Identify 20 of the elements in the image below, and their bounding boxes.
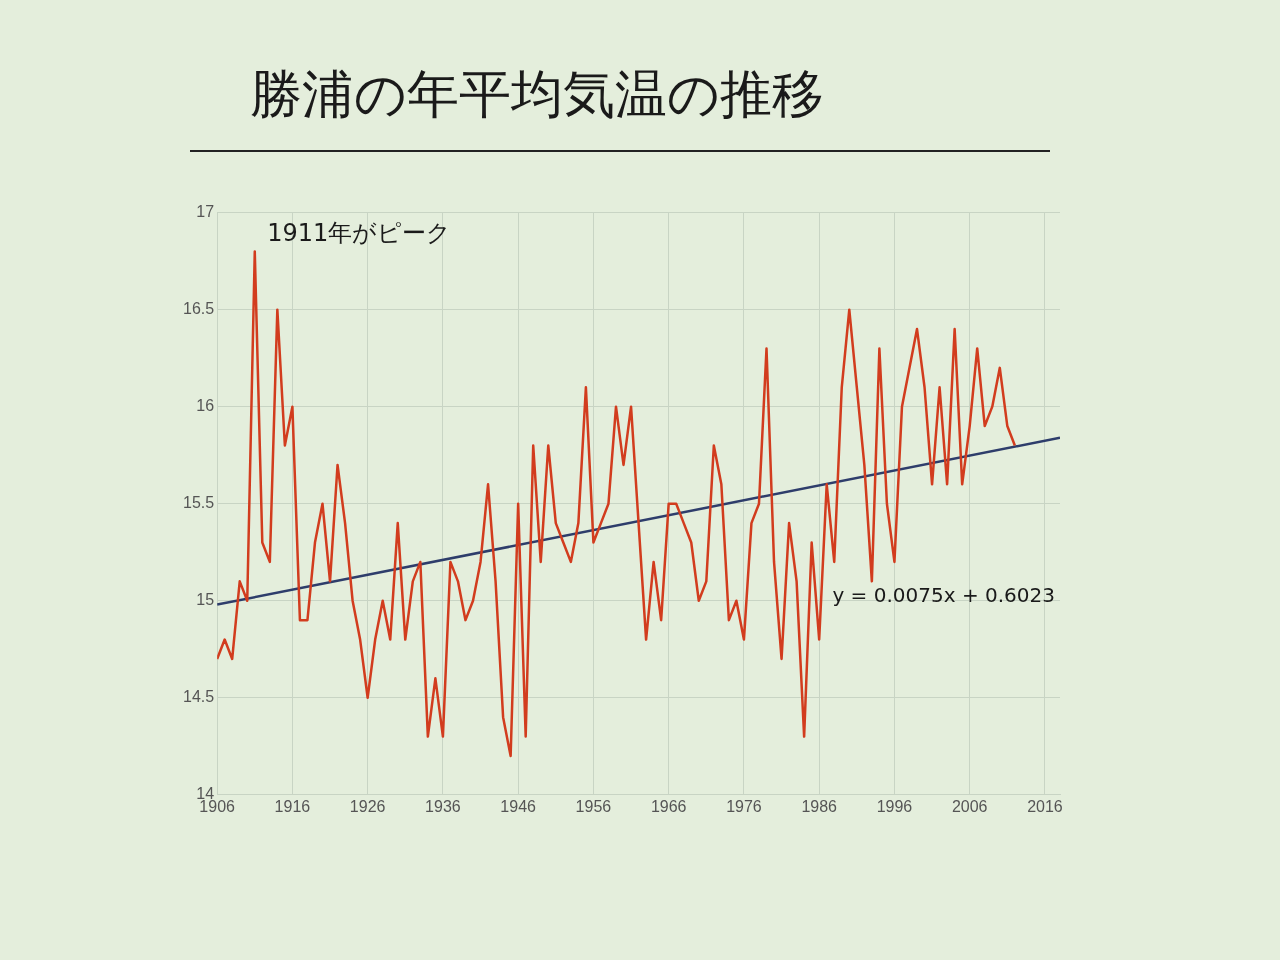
annotation: 1911年がピーク: [267, 218, 452, 247]
y-tick-label: 15: [196, 591, 215, 609]
annotation: y = 0.0075x + 0.6023: [832, 583, 1055, 608]
y-tick-label: 16: [196, 397, 215, 415]
y-tick-label: 16.5: [183, 300, 215, 318]
x-tick-label: 1956: [575, 797, 612, 815]
chart-title: 勝浦の年平均気温の推移: [250, 63, 824, 126]
y-tick-label: 15.5: [183, 494, 215, 512]
x-tick-label: 1926: [349, 797, 386, 815]
y-tick-label: 17: [196, 203, 215, 221]
x-tick-label: 2016: [1027, 797, 1063, 815]
x-tick-label: 1936: [425, 797, 461, 815]
y-tick-label: 14.5: [183, 688, 215, 706]
x-tick-label: 1916: [274, 797, 311, 815]
x-tick-label: 2006: [951, 797, 988, 815]
x-tick-label: 1976: [726, 797, 762, 815]
x-tick-label: 1966: [650, 797, 687, 815]
x-tick-label: 1996: [876, 797, 913, 815]
x-tick-label: 1986: [801, 797, 838, 815]
x-tick-label: 1946: [500, 797, 537, 815]
